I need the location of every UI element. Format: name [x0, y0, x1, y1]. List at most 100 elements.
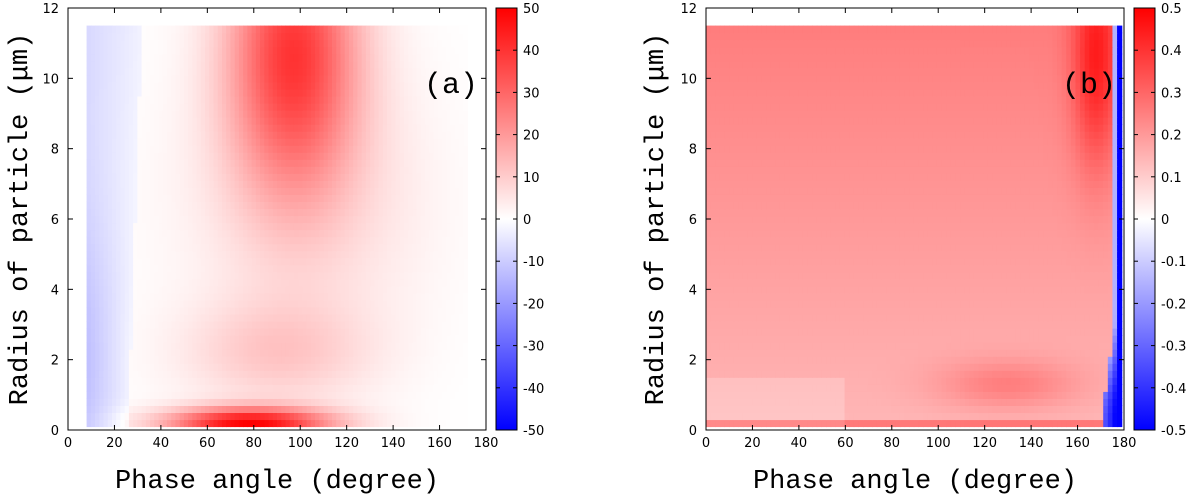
heatmap-cell — [192, 117, 198, 125]
heatmap-cell — [319, 159, 325, 167]
heatmap-cell — [213, 81, 219, 90]
heatmap-cell — [272, 32, 278, 41]
heatmap-cell — [289, 250, 295, 259]
heatmap-cell — [124, 356, 130, 364]
heatmap-cell — [403, 384, 409, 392]
heatmap-cell — [95, 215, 100, 224]
heatmap-cell — [420, 377, 426, 385]
heatmap-cell — [361, 39, 367, 48]
heatmap-cell — [90, 271, 96, 280]
heatmap-cell — [395, 53, 401, 62]
heatmap-cell — [429, 187, 435, 195]
heatmap-cell — [179, 250, 185, 259]
heatmap-cell — [133, 180, 138, 188]
heatmap-cell — [268, 264, 274, 273]
heatmap-cell — [323, 250, 329, 259]
heatmap-cell — [365, 60, 371, 69]
heatmap-cell — [171, 363, 177, 371]
heatmap-cell — [150, 257, 155, 266]
heatmap-cell — [238, 215, 244, 224]
heatmap-cell — [454, 320, 460, 329]
heatmap-cell — [124, 398, 130, 406]
heatmap-cell — [141, 109, 147, 118]
heatmap-cell — [336, 102, 342, 111]
heatmap-cell — [289, 215, 295, 224]
heatmap-cell — [166, 88, 172, 97]
heatmap-cell — [124, 292, 130, 301]
heatmap-cell — [310, 342, 316, 350]
heatmap-cell — [243, 152, 248, 160]
heatmap-cell — [378, 384, 384, 392]
heatmap-cell — [158, 243, 164, 252]
heatmap-cell — [188, 349, 193, 357]
heatmap-cell — [327, 187, 333, 195]
heatmap-cell — [200, 88, 206, 97]
heatmap-cell — [374, 391, 380, 399]
heatmap-cell — [323, 215, 329, 224]
heatmap-cell — [162, 264, 168, 273]
heatmap-cell — [124, 201, 130, 210]
heatmap-cell — [141, 138, 147, 146]
heatmap-cell — [103, 313, 109, 322]
heatmap-cell — [217, 285, 223, 294]
heatmap-cell — [391, 117, 397, 125]
heatmap-cell — [302, 264, 308, 273]
heatmap-cell — [293, 102, 299, 111]
heatmap-cell — [226, 377, 232, 385]
heatmap-cell — [238, 419, 244, 428]
heatmap-cell — [260, 74, 265, 83]
heatmap-cell — [137, 419, 143, 428]
heatmap-cell — [200, 180, 206, 188]
heatmap-cell — [323, 159, 329, 167]
heatmap-cell — [353, 405, 358, 414]
heatmap-cell — [285, 363, 291, 371]
heatmap-cell — [196, 201, 202, 210]
heatmap-cell — [289, 292, 295, 301]
heatmap-cell — [107, 299, 113, 308]
heatmap-cell — [120, 201, 126, 210]
heatmap-cell — [179, 320, 185, 329]
heatmap-cell — [192, 39, 198, 48]
heatmap-cell — [293, 124, 299, 132]
heatmap-cell — [374, 320, 380, 329]
heatmap-cell — [145, 229, 151, 238]
heatmap-cell — [344, 264, 350, 273]
heatmap-cell — [285, 60, 291, 69]
heatmap-cell — [137, 215, 143, 224]
heatmap-cell — [378, 320, 384, 329]
heatmap-cell — [344, 306, 350, 315]
heatmap-cell — [166, 117, 172, 125]
heatmap-cell — [289, 264, 295, 273]
heatmap-cell — [458, 60, 464, 69]
heatmap-cell — [310, 236, 316, 245]
heatmap-cell — [374, 257, 380, 266]
heatmap-cell — [247, 152, 253, 160]
heatmap-cell — [200, 222, 206, 231]
heatmap-cell — [188, 236, 193, 245]
heatmap-cell — [196, 412, 202, 421]
heatmap-cell — [154, 384, 160, 392]
heatmap-cell — [86, 229, 92, 238]
heatmap-cell — [234, 299, 240, 308]
heatmap-cell — [408, 187, 414, 195]
heatmap-cell — [145, 180, 151, 188]
heatmap-cell — [111, 328, 117, 336]
heatmap-cell — [162, 180, 168, 188]
heatmap-cell — [450, 81, 456, 90]
heatmap-cell — [99, 215, 105, 224]
heatmap-cell — [226, 187, 232, 195]
heatmap-cell — [353, 264, 358, 273]
heatmap-cell — [264, 88, 270, 97]
heatmap-cell — [205, 391, 210, 399]
heatmap-cell — [175, 419, 181, 428]
heatmap-cell — [268, 370, 274, 378]
heatmap-cell — [387, 335, 392, 343]
heatmap-cell — [162, 60, 168, 69]
heatmap-cell — [234, 173, 240, 181]
heatmap-cell — [107, 398, 113, 406]
heatmap-cell — [289, 342, 295, 350]
heatmap-cell — [260, 313, 265, 322]
heatmap-cell — [154, 405, 160, 414]
heatmap-cell — [264, 306, 270, 315]
heatmap-cell — [348, 117, 354, 125]
